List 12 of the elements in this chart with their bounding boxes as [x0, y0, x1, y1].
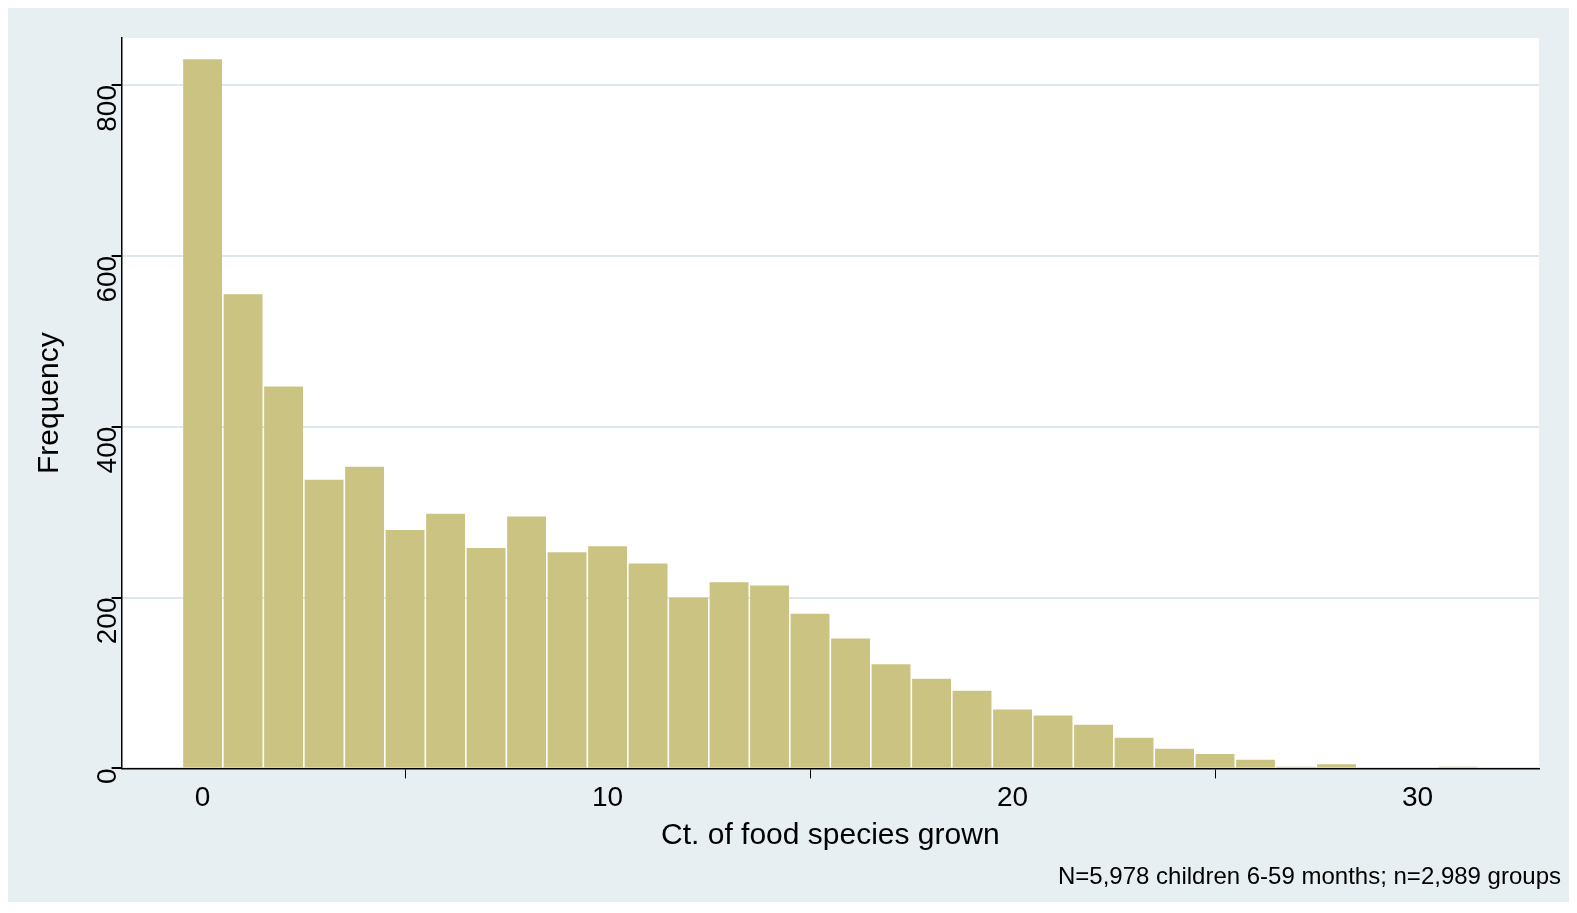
x-tick-label: 10 — [591, 780, 624, 812]
y-tick-label: 200 — [91, 597, 123, 645]
x-tick-label: 30 — [1401, 780, 1434, 812]
y-tick-label: 400 — [91, 426, 123, 474]
y-tick-label: 800 — [91, 84, 123, 132]
y-tick-label: 0 — [91, 768, 123, 784]
y-axis-title: Frequency — [31, 332, 65, 475]
y-tick-label: 600 — [91, 255, 123, 303]
x-tick-label: 0 — [194, 780, 211, 812]
text: N=5,978 children 6-59 months; n=2,989 groups — [1057, 861, 1562, 891]
x-axis-title: Ct. of food species grown — [661, 817, 1000, 851]
x-tick-label: 20 — [996, 780, 1029, 812]
